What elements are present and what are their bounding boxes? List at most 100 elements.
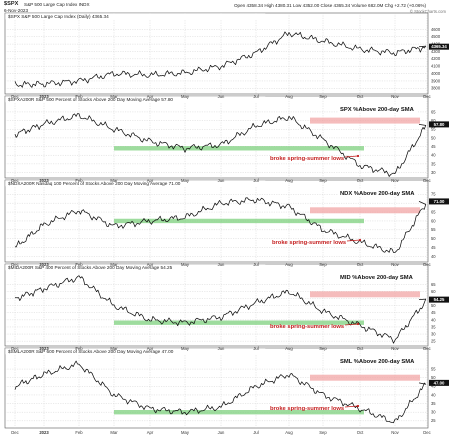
last-value-label: 57.80 bbox=[434, 122, 445, 127]
last-value-label: 71.00 bbox=[434, 199, 445, 204]
y-tick-label: 65 bbox=[431, 209, 436, 214]
y-tick-label: 45 bbox=[431, 144, 436, 149]
indicator-label-bg bbox=[338, 273, 418, 281]
x-tick-label: Apr bbox=[147, 178, 154, 183]
y-tick-label: 60 bbox=[431, 218, 436, 223]
x-tick-label: Jul bbox=[253, 430, 258, 435]
spring-summer-lows-zone bbox=[114, 410, 364, 415]
indicator-label-bg bbox=[338, 105, 418, 113]
series-line bbox=[14, 275, 427, 344]
last-value-tag bbox=[429, 121, 449, 128]
panel-title-bg bbox=[5, 180, 266, 187]
x-tick-label: Nov bbox=[391, 430, 399, 435]
resistance-zone bbox=[310, 117, 420, 124]
x-tick-label: Dec bbox=[423, 430, 430, 435]
last-value-tag bbox=[429, 198, 449, 205]
x-tick-label: Nov bbox=[391, 262, 399, 267]
resistance-zone bbox=[310, 291, 420, 298]
series-line bbox=[14, 113, 427, 177]
y-tick-label: 75 bbox=[431, 192, 436, 197]
x-tick-label: Dec bbox=[11, 262, 18, 267]
x-tick-label: 2023 bbox=[39, 430, 49, 435]
y-tick-label: 60 bbox=[431, 118, 436, 123]
last-value-tag bbox=[429, 43, 449, 50]
break-annotation: broke spring-summer lows bbox=[270, 324, 344, 330]
x-tick-label: Sep bbox=[319, 94, 327, 99]
y-tick-label: 65 bbox=[431, 109, 436, 114]
panel-2: 30 35 40 45 50 55 60 65 57.80 $SPXA200R S&P 500 P… bbox=[4, 95, 449, 179]
x-tick-label: 2023 bbox=[39, 94, 49, 99]
y-tick-label: 3900 bbox=[431, 78, 441, 83]
y-tick-label: 30 bbox=[431, 170, 436, 175]
annotation-arrow bbox=[344, 323, 359, 326]
x-tick-label: Dec bbox=[423, 94, 430, 99]
x-tick-label: Oct bbox=[357, 430, 364, 435]
x-tick-label: May bbox=[181, 262, 190, 267]
spring-summer-lows-zone bbox=[114, 146, 364, 151]
y-tick-label: 40 bbox=[431, 392, 436, 397]
y-tick-label: 4000 bbox=[431, 71, 441, 76]
x-tick-label: Aug bbox=[285, 346, 293, 351]
y-tick-label: 35 bbox=[431, 324, 436, 329]
date-label: 6-Nov-2023 bbox=[4, 8, 29, 13]
x-tick-label: Jul bbox=[253, 346, 258, 351]
x-tick-label: Oct bbox=[357, 178, 364, 183]
x-tick-label: Jun bbox=[218, 346, 225, 351]
y-tick-label: 25 bbox=[431, 418, 436, 423]
annotation-arrow bbox=[346, 239, 361, 242]
x-tick-label: May bbox=[181, 430, 190, 435]
arrow-head bbox=[356, 322, 360, 326]
y-tick-label: 4100 bbox=[431, 64, 441, 69]
x-tick-label: Sep bbox=[319, 346, 327, 351]
x-tick-label: 2023 bbox=[39, 178, 49, 183]
arrow-head bbox=[356, 404, 360, 408]
y-tick-label: 25 bbox=[431, 339, 436, 344]
x-tick-label: Dec bbox=[423, 262, 430, 267]
x-tick-label: Nov bbox=[391, 346, 399, 351]
x-tick-label: Aug bbox=[285, 94, 293, 99]
break-annotation: broke spring-summer lows bbox=[270, 406, 344, 412]
last-value-label: 4365.34 bbox=[431, 44, 447, 49]
indicator-label: SML %Above 200-day SMA bbox=[340, 359, 415, 365]
panel-title-bg bbox=[5, 13, 266, 20]
y-tick-label: 45 bbox=[431, 384, 436, 389]
y-tick-label: 4500 bbox=[431, 34, 441, 39]
x-tick-label: Sep bbox=[319, 262, 327, 267]
x-tick-label: Aug bbox=[285, 178, 293, 183]
x-tick-label: Apr bbox=[147, 430, 154, 435]
series-line bbox=[14, 360, 427, 424]
spring-summer-lows-zone bbox=[114, 320, 364, 325]
y-tick-label: 65 bbox=[431, 282, 436, 287]
annotation-arrow bbox=[344, 155, 359, 158]
x-tick-label: Jun bbox=[218, 94, 225, 99]
watermark: © StockCharts.com bbox=[409, 9, 446, 14]
x-tick-label: Mar bbox=[110, 262, 118, 267]
indicator-label-bg bbox=[338, 357, 418, 365]
x-tick-label: Jun bbox=[218, 262, 225, 267]
x-tick-label: Feb bbox=[75, 94, 83, 99]
last-value-tag bbox=[429, 296, 449, 303]
x-tick-label: Jul bbox=[253, 178, 258, 183]
resistance-zone bbox=[310, 207, 420, 214]
indicator-label-bg bbox=[338, 189, 418, 197]
x-tick-label: Feb bbox=[75, 178, 83, 183]
x-tick-label: Dec bbox=[423, 178, 430, 183]
panel-4: 25303540455055606554.25$MIDA200R S&P 400… bbox=[4, 263, 449, 347]
x-tick-label: Aug bbox=[285, 430, 293, 435]
y-tick-label: 40 bbox=[431, 317, 436, 322]
x-tick-label: 2023 bbox=[39, 262, 49, 267]
x-tick-label: Aug bbox=[285, 262, 293, 267]
symbol-label: $SPX bbox=[4, 1, 19, 7]
x-tick-label: Jul bbox=[253, 94, 258, 99]
y-tick-label: 55 bbox=[431, 227, 436, 232]
y-tick-label: 50 bbox=[431, 236, 436, 241]
index-title: S&P 500 Large Cap Index INDX bbox=[24, 2, 90, 7]
x-tick-label: Feb bbox=[75, 430, 83, 435]
panel-1: 3800390040004100420043004400450046004365… bbox=[4, 12, 449, 95]
panel-title: $NDXA200R Nasdaq 100 Percent of Stocks A… bbox=[8, 181, 181, 186]
break-annotation: broke spring-summer lows bbox=[270, 156, 344, 162]
x-tick-label: May bbox=[181, 94, 190, 99]
x-tick-label: Sep bbox=[319, 178, 327, 183]
x-tick-label: Feb bbox=[75, 346, 83, 351]
